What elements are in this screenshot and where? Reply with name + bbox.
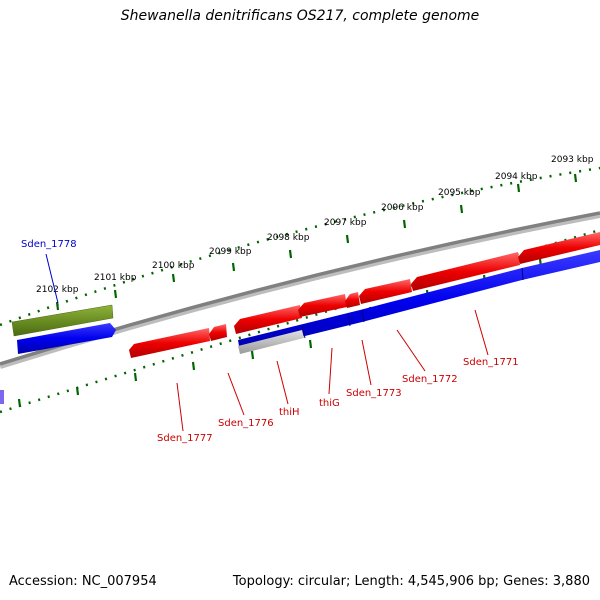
tick-label-2099: 2099 kbp	[209, 247, 252, 257]
gene-label-sden-1771[interactable]: Sden_1771	[463, 357, 519, 368]
cds-sden-1772[interactable]	[359, 279, 412, 304]
gene-grey	[238, 330, 304, 354]
accession-text: Accession: NC_007954	[9, 574, 157, 589]
cds-sden-1776[interactable]	[209, 324, 227, 341]
tick-label-2098: 2098 kbp	[267, 233, 310, 243]
genome-summary-text: Topology: circular; Length: 4,545,906 bp…	[232, 574, 590, 589]
tick-label-2093: 2093 kbp	[551, 155, 594, 165]
cds-sden-1771-a[interactable]	[411, 252, 520, 291]
label-leaders	[45, 253, 489, 432]
cds-sden-1773[interactable]	[345, 292, 360, 308]
tick-label-2094: 2094 kbp	[495, 172, 538, 182]
cds-sden-1777[interactable]	[129, 328, 210, 358]
cds-thih[interactable]	[234, 305, 302, 334]
gene-sden-1778[interactable]	[11, 304, 114, 337]
outer-major-ticks	[55, 173, 578, 311]
map-title: Shewanella denitrificans OS217, complete…	[120, 8, 480, 24]
tick-label-2100: 2100 kbp	[152, 261, 195, 271]
cds-sden-1778[interactable]	[17, 323, 116, 354]
tick-label-2095: 2095 kbp	[438, 188, 481, 198]
gene-label-sden-1776[interactable]: Sden_1776	[218, 418, 274, 429]
gene-label-thig[interactable]: thiG	[319, 398, 340, 409]
cds-blue-band[interactable]	[238, 250, 600, 352]
reverse-strand-features[interactable]	[129, 232, 600, 358]
gene-label-sden-1778[interactable]: Sden_1778	[21, 239, 77, 250]
tick-label-2102: 2102 kbp	[36, 285, 79, 295]
cds-blue-divider-1	[301, 325, 306, 339]
cds-sden-1771-b[interactable]	[518, 232, 600, 264]
tick-label-2097: 2097 kbp	[324, 218, 367, 228]
edge-feature	[0, 390, 4, 404]
gene-label-sden-1777[interactable]: Sden_1777	[157, 433, 213, 444]
tick-label-2101: 2101 kbp	[94, 273, 137, 283]
cds-thig[interactable]	[298, 294, 347, 317]
gene-label-thih[interactable]: thiH	[279, 407, 300, 418]
gene-label-sden-1772[interactable]: Sden_1772	[402, 374, 458, 385]
tick-label-2096: 2096 kbp	[381, 203, 424, 213]
forward-strand-features	[0, 250, 600, 404]
outer-tick-ring	[0, 166, 600, 327]
gene-label-sden-1773[interactable]: Sden_1773	[346, 388, 402, 399]
